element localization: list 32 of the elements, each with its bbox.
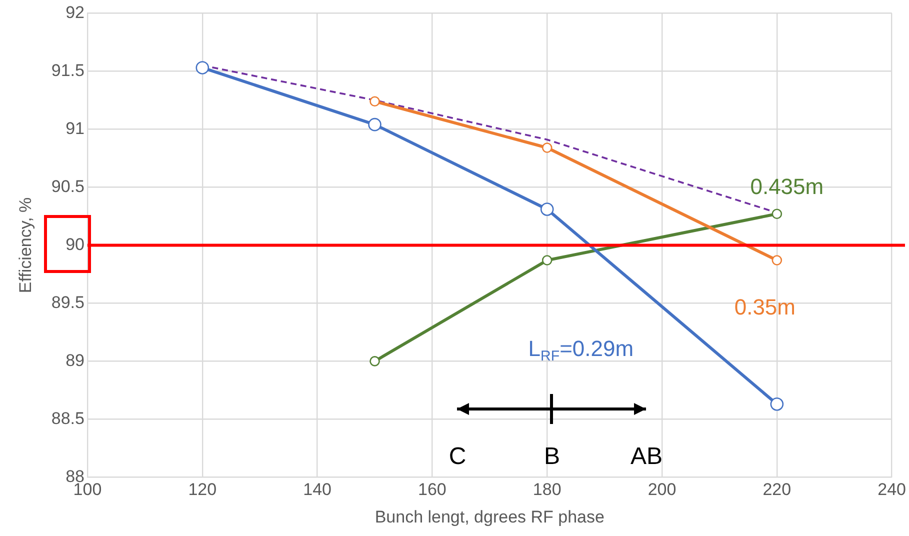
- point: [370, 356, 380, 366]
- y-tick-label: 89.5: [51, 292, 84, 312]
- x-tick-label: 200: [648, 480, 676, 500]
- y-tick-label: 89: [66, 350, 84, 370]
- y-tick-label: 91.5: [51, 60, 84, 80]
- annotation: B: [544, 442, 560, 470]
- x-tick-label: 120: [188, 480, 217, 500]
- point: [368, 118, 382, 132]
- x-tick-label: 160: [418, 480, 446, 500]
- y-axis-title: Efficiency, %: [16, 197, 35, 294]
- point: [772, 208, 782, 220]
- point: [770, 397, 784, 411]
- point: [540, 202, 554, 216]
- point: [196, 61, 210, 74]
- y-tick-label: 88.5: [51, 408, 84, 428]
- x-tick-label: 220: [762, 480, 792, 500]
- y-tick-label: 91: [66, 118, 84, 138]
- point: [370, 96, 380, 107]
- x-tick-label: 240: [878, 480, 906, 500]
- series-label: 0.35m: [734, 294, 796, 320]
- x-tick-label: 180: [532, 480, 562, 500]
- annotation: C: [448, 442, 466, 470]
- y-tick-label: 90: [66, 234, 84, 254]
- y-tick-label: 92: [66, 2, 84, 22]
- x-axis-title: Bunch lengt, dgrees RF phase: [374, 507, 604, 526]
- point: [542, 142, 552, 153]
- point: [772, 255, 782, 266]
- series-label: 0.435m: [750, 174, 824, 199]
- annotation: AB: [630, 442, 663, 470]
- y-tick-label: 90.5: [51, 176, 84, 196]
- x-tick-label: 140: [303, 480, 332, 500]
- point: [542, 255, 552, 266]
